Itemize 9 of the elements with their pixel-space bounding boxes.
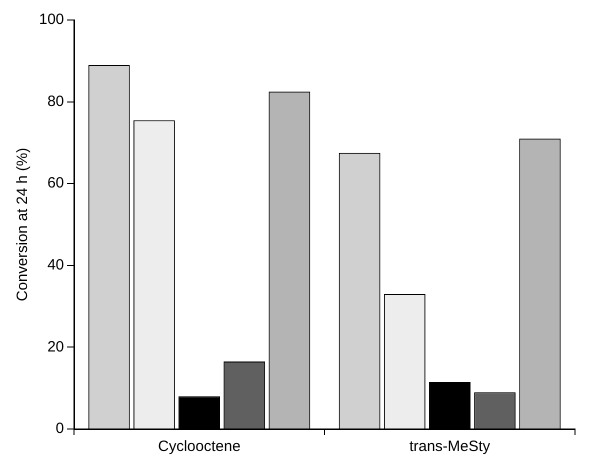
y-tick-label: 80 [47,92,64,110]
y-tick-label: 20 [47,338,64,356]
x-tick-label: trans-MeSty [409,438,491,456]
y-tick-label: 100 [38,11,64,28]
y-tick-label: 60 [47,174,64,192]
x-tick-label: Cyclooctene [158,438,241,456]
y-axis-title: Conversion at 24 h (%) [14,148,32,302]
y-tick-label: 0 [56,420,64,438]
y-tick-label: 40 [47,256,64,274]
